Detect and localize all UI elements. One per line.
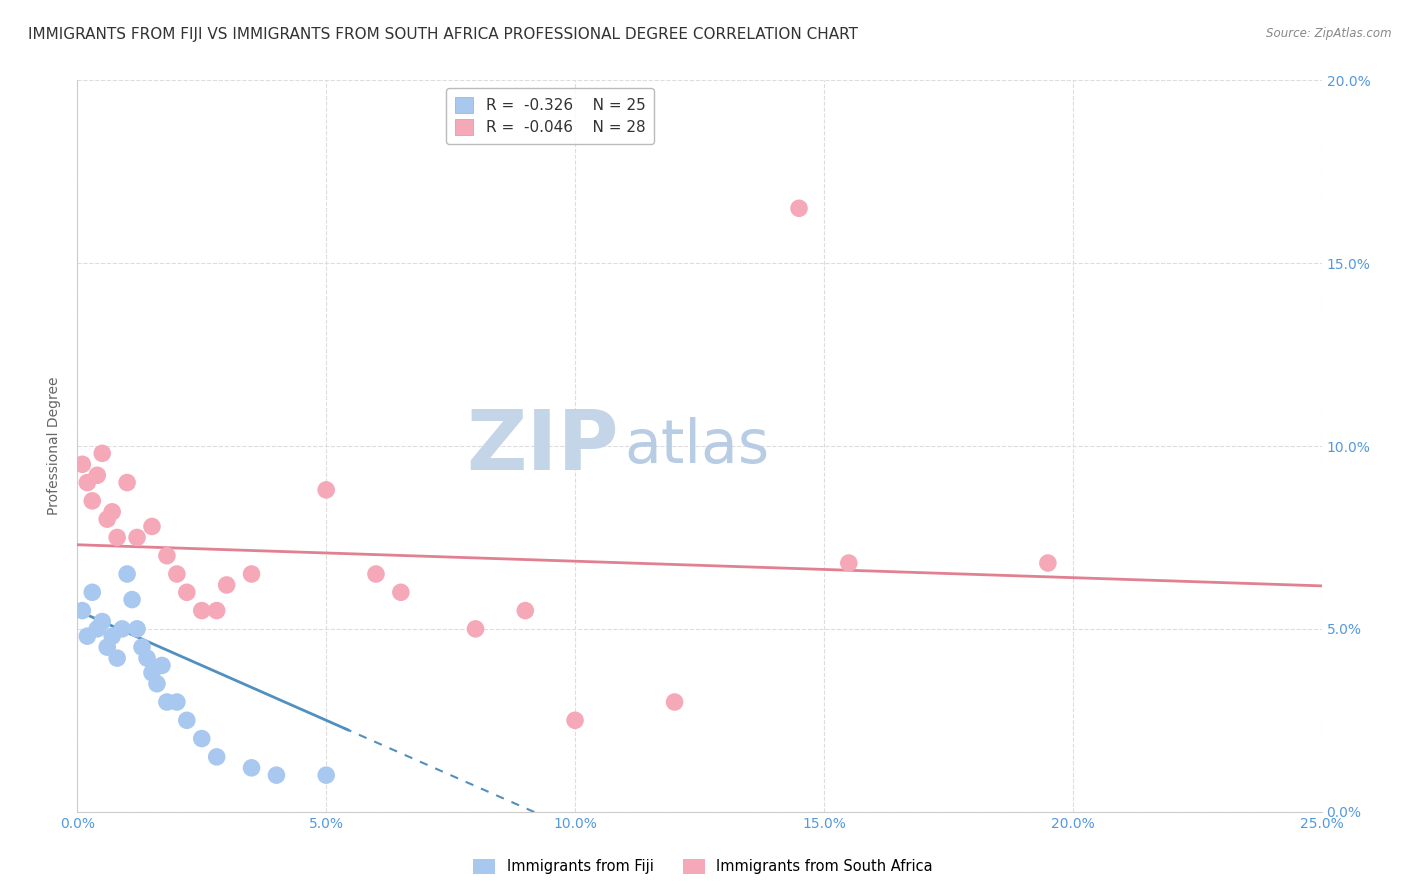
Point [464,622,486,636]
Point [166,695,188,709]
Point [315,483,337,497]
Point [156,549,179,563]
Point [131,640,153,655]
Point [115,475,138,490]
Point [315,768,337,782]
Point [96,640,118,655]
Point [72,458,94,472]
Point [96,512,118,526]
Legend: Immigrants from Fiji, Immigrants from South Africa: Immigrants from Fiji, Immigrants from So… [467,853,939,880]
Point [82,585,104,599]
Point [125,622,148,636]
Text: atlas: atlas [624,417,770,475]
Point [101,505,124,519]
Point [176,585,198,599]
Point [364,567,387,582]
Point [215,578,238,592]
Point [115,567,138,582]
Legend: R =  -0.326    N = 25, R =  -0.046    N = 28: R = -0.326 N = 25, R = -0.046 N = 28 [446,88,654,145]
Point [82,493,104,508]
Point [141,665,163,680]
Point [72,603,94,617]
Point [125,530,148,544]
Point [141,519,163,533]
Text: Source: ZipAtlas.com: Source: ZipAtlas.com [1267,27,1392,40]
Point [121,592,143,607]
Point [86,468,108,483]
Point [111,622,134,636]
Point [205,749,228,764]
Point [664,695,686,709]
Point [105,530,128,544]
Point [136,651,159,665]
Point [564,714,586,728]
Point [389,585,412,599]
Point [240,761,263,775]
Point [150,658,173,673]
Point [240,567,263,582]
Point [156,695,179,709]
Point [266,768,288,782]
Point [176,714,198,728]
Point [787,202,810,216]
Point [515,603,537,617]
Point [1036,556,1059,570]
Text: ZIP: ZIP [467,406,619,486]
Point [91,615,114,629]
Point [101,629,124,643]
Point [191,731,214,746]
Y-axis label: Professional Degree: Professional Degree [48,376,62,516]
Point [166,567,188,582]
Point [838,556,860,570]
Point [205,603,228,617]
Point [91,446,114,460]
Point [191,603,214,617]
Point [146,676,169,690]
Point [76,629,98,643]
Point [86,622,108,636]
Point [76,475,98,490]
Point [105,651,128,665]
Text: IMMIGRANTS FROM FIJI VS IMMIGRANTS FROM SOUTH AFRICA PROFESSIONAL DEGREE CORRELA: IMMIGRANTS FROM FIJI VS IMMIGRANTS FROM … [28,27,858,42]
